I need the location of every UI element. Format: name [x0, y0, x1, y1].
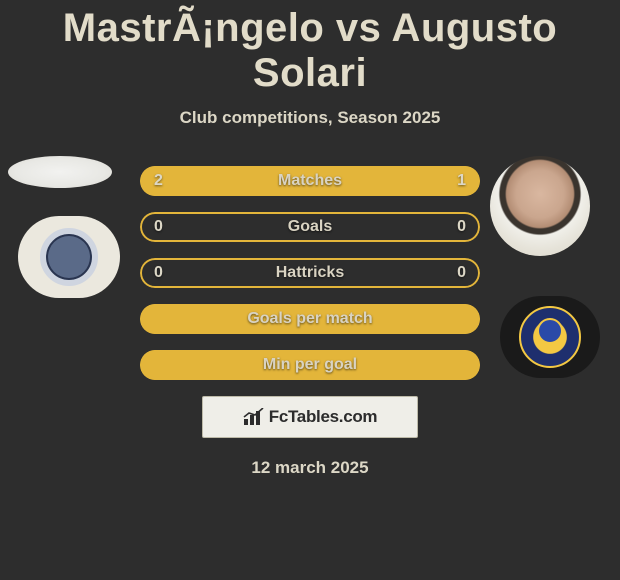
comparison-content: 21Matches 00Goals 00Hattricks Goals per mat… [0, 166, 620, 478]
stat-bar: 21Matches [140, 166, 480, 196]
club-left-badge-inner [40, 228, 98, 286]
club-right-badge [500, 296, 600, 378]
bar-label: Goals per match [140, 304, 480, 334]
player-left-avatar [8, 156, 112, 188]
stat-bar: Min per goal [140, 350, 480, 380]
club-right-badge-inner [519, 306, 581, 368]
bar-label: Hattricks [140, 258, 480, 288]
brand-chart-icon [243, 408, 265, 426]
comparison-bars: 21Matches 00Goals 00Hattricks Goals per mat… [140, 166, 480, 380]
player-right-avatar [490, 156, 590, 256]
bar-label: Min per goal [140, 350, 480, 380]
brand-text: FcTables.com [269, 407, 378, 427]
bar-label: Goals [140, 212, 480, 242]
club-left-badge [18, 216, 120, 298]
date-text: 12 march 2025 [0, 458, 620, 478]
bar-label: Matches [140, 166, 480, 196]
stat-bar: 00Hattricks [140, 258, 480, 288]
brand-box: FcTables.com [202, 396, 418, 438]
page-title: MastrÃ¡ngelo vs Augusto Solari [0, 0, 620, 96]
stat-bar: Goals per match [140, 304, 480, 334]
subtitle: Club competitions, Season 2025 [0, 108, 620, 128]
stat-bar: 00Goals [140, 212, 480, 242]
